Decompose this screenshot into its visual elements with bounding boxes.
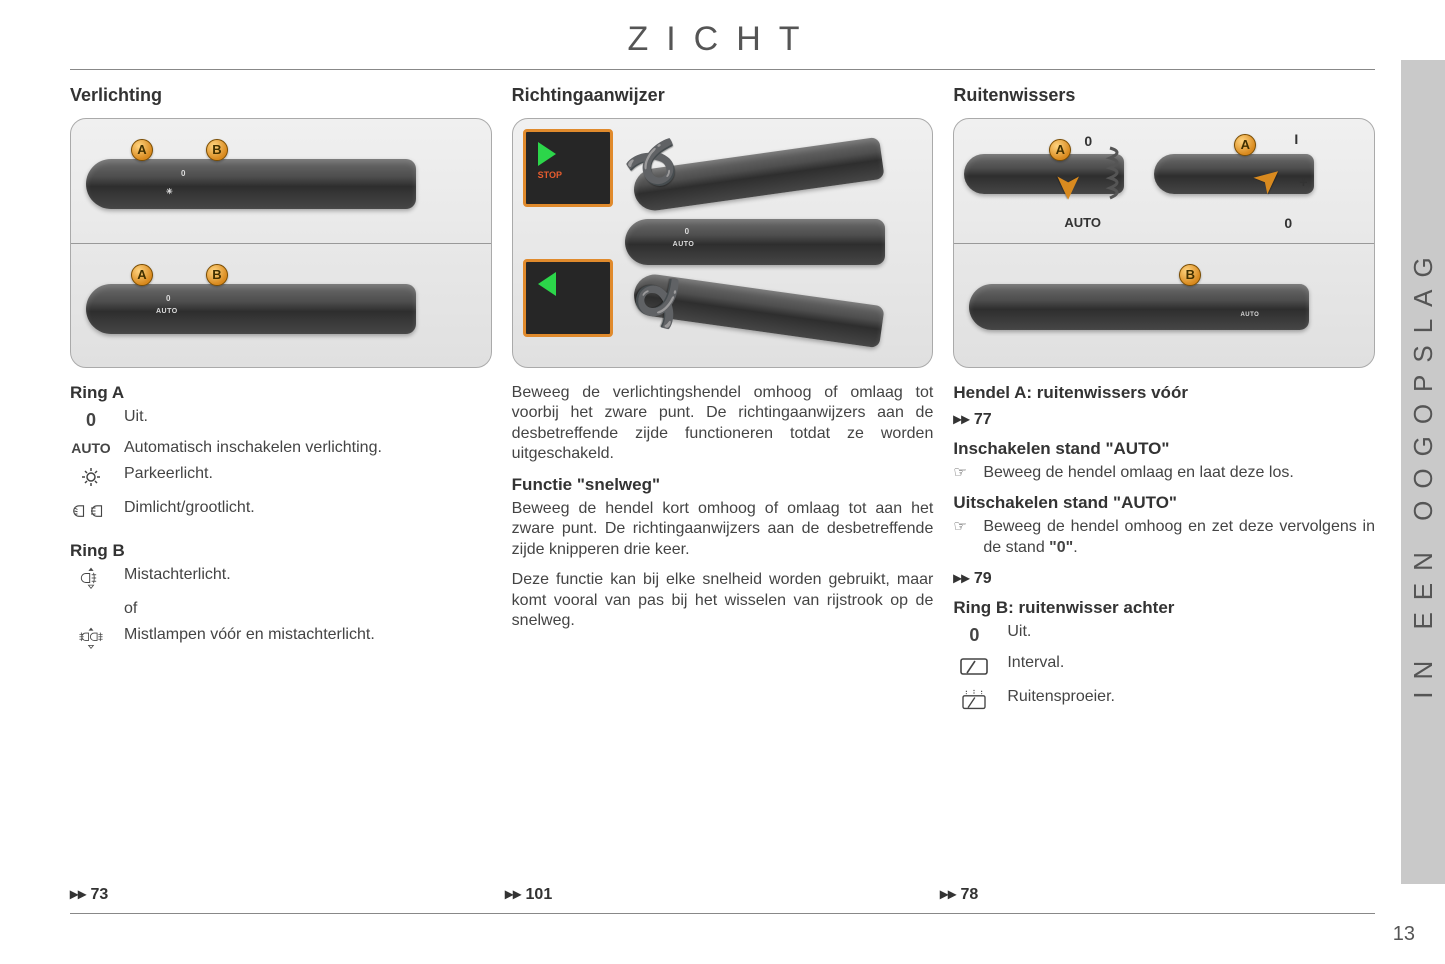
richting-body2: Beweeg de hendel kort omhoog of omlaag t… <box>512 499 934 560</box>
wiper-interval-text: Interval. <box>1007 653 1064 673</box>
off-text: Uit. <box>124 407 148 427</box>
fog-rear-icon <box>70 565 112 594</box>
spring-icon <box>1104 144 1132 204</box>
ring-b-list: Mistachterlicht. of <box>70 565 492 654</box>
auto-off-text: Beweeg de hendel omhoog en zet deze verv… <box>983 517 1375 558</box>
wiper-off-icon: 0 <box>953 622 995 647</box>
ref-73: ▸▸ 73 <box>70 884 505 904</box>
auto-on-text: Beweeg de hendel omlaag en laat deze los… <box>983 463 1293 483</box>
verlichting-heading: Verlichting <box>70 85 492 106</box>
of-spacer <box>70 599 112 601</box>
stop-label: STOP <box>538 170 562 180</box>
indicator-right-icon <box>538 142 556 166</box>
arrow-down-icon: ➤ <box>1049 173 1089 202</box>
ring-a-heading: Ring A <box>70 383 492 403</box>
badge-a-bot: A <box>131 264 153 286</box>
hendel-a-heading: Hendel A: ruitenwissers vóór <box>953 383 1375 403</box>
label-0-right: 0 <box>1284 215 1292 231</box>
snelweg-heading: Functie "snelweg" <box>512 475 934 495</box>
hand-icon: ☞ <box>953 517 973 558</box>
ref-101: ▸▸ 101 <box>505 884 940 904</box>
ruiten-figure: A 0 ➤ AUTO A I + ➤ 0 AUTO B <box>953 118 1375 368</box>
fog-both-text: Mistlampen vóór en mistachterlicht. <box>124 625 375 645</box>
top-divider <box>70 69 1375 70</box>
col-ruitenwissers: Ruitenwissers A 0 ➤ AUTO A I + ➤ 0 <box>953 85 1375 730</box>
ring-b-wiper-list: 0 Uit. Interval. Ruitensproeier. <box>953 622 1375 716</box>
wiper-off-text: Uit. <box>1007 622 1031 642</box>
ring-a-list: 0 Uit. AUTO Automatisch inschakelen verl… <box>70 407 492 527</box>
label-I: I <box>1294 131 1298 147</box>
badge-a-w2: A <box>1234 134 1256 156</box>
page-number: 13 <box>1393 923 1415 946</box>
richting-body1: Beweeg de verlichtingshendel omhoog of o… <box>512 383 934 465</box>
verlichting-figure: 0 ✳ A B 0 AUTO A B <box>70 118 492 368</box>
badge-a-top: A <box>131 139 153 161</box>
ruiten-heading: Ruitenwissers <box>953 85 1375 106</box>
bottom-divider <box>70 913 1375 914</box>
richting-figure: STOP 0 AUTO ➰ ➰ <box>512 118 934 368</box>
hand-icon: ☞ <box>953 463 973 483</box>
park-icon <box>70 464 112 493</box>
col-verlichting: Verlichting 0 ✳ A B 0 AUTO A B Ring A <box>70 85 492 730</box>
off-icon: 0 <box>70 407 112 432</box>
ring-b-heading: Ring B <box>70 541 492 561</box>
badge-b-bot: B <box>206 264 228 286</box>
auto-off-list: ☞ Beweeg de hendel omhoog en zet deze ve… <box>953 517 1375 558</box>
ref-79: ▸▸ 79 <box>953 568 1375 588</box>
label-auto: AUTO <box>1064 215 1101 230</box>
badge-b-top: B <box>206 139 228 161</box>
label-0-top: 0 <box>1084 133 1092 149</box>
side-tab: IN EEN OOGOPSLAG <box>1401 60 1445 884</box>
ref-77: ▸▸ 77 <box>953 409 1375 429</box>
dim-text: Dimlicht/grootlicht. <box>124 498 255 518</box>
bottom-refs: ▸▸ 73 ▸▸ 101 ▸▸ 78 <box>70 878 1375 914</box>
richting-heading: Richtingaanwijzer <box>512 85 934 106</box>
label-plus: + <box>1299 174 1307 190</box>
auto-on-heading: Inschakelen stand "AUTO" <box>953 439 1375 459</box>
col-richting: Richtingaanwijzer STOP 0 AUTO ➰ ➰ Bewe <box>512 85 934 730</box>
indicator-left-icon <box>538 272 556 296</box>
fog-both-icon <box>70 625 112 654</box>
auto-off-heading: Uitschakelen stand "AUTO" <box>953 493 1375 513</box>
park-text: Parkeerlicht. <box>124 464 213 484</box>
of-text: of <box>124 599 137 619</box>
fog-rear-text: Mistachterlicht. <box>124 565 231 585</box>
wiper-interval-icon <box>953 653 995 682</box>
richting-body3: Deze functie kan bij elke snelheid worde… <box>512 570 934 631</box>
auto-on-list: ☞ Beweeg de hendel omlaag en laat deze lo… <box>953 463 1375 483</box>
ring-b-wiper-heading: Ring B: ruitenwisser achter <box>953 598 1375 618</box>
curve-down-icon: ➰ <box>624 269 688 335</box>
side-tab-text: IN EEN OOGOPSLAG <box>1408 245 1439 699</box>
wiper-wash-text: Ruitensproeier. <box>1007 687 1115 707</box>
page-title: ZICHT <box>70 20 1375 69</box>
dim-icon <box>70 498 112 527</box>
auto-icon: AUTO <box>70 438 112 458</box>
badge-b-w: B <box>1179 264 1201 286</box>
auto-text: Automatisch inschakelen verlichting. <box>124 438 382 458</box>
ref-78: ▸▸ 78 <box>940 884 1375 904</box>
wiper-wash-icon <box>953 687 995 716</box>
